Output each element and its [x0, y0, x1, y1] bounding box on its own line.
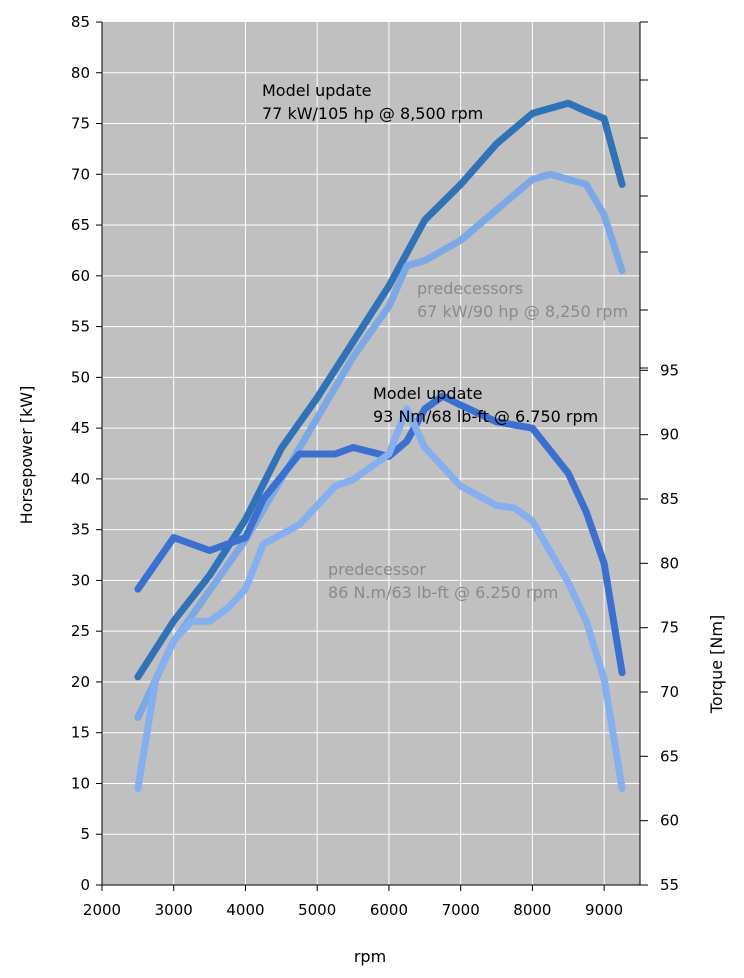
x-tick-label: 7000: [442, 901, 480, 919]
annotation-title: Model update: [373, 384, 483, 403]
y-tick-label: 25: [71, 622, 90, 640]
y2-tick-label: 60: [660, 812, 679, 830]
y2-tick-label: 65: [660, 747, 679, 765]
y-tick-label: 60: [71, 267, 90, 285]
series-line-1: [134, 170, 626, 721]
x-tick-label: 9000: [585, 901, 623, 919]
y-tick-label: 80: [71, 64, 90, 82]
y2-tick-label: 80: [660, 554, 679, 572]
y-tick-label: 65: [71, 216, 90, 234]
annotation-title: predecessors: [417, 279, 523, 298]
annotations: Model update 77 kW/105 hp @ 8,500 rpm pred…: [262, 81, 628, 602]
x-axis-title: rpm: [354, 947, 386, 966]
y-tick-label: 85: [71, 13, 90, 31]
series-line-0: [134, 99, 626, 681]
y-tick-label: 30: [71, 571, 90, 589]
y2-tick-label: 75: [660, 619, 679, 637]
y2-tick-label: 90: [660, 426, 679, 444]
annotation-value: 93 Nm/68 lb-ft @ 6.750 rpm: [373, 407, 598, 426]
y2-tick-label: 85: [660, 490, 679, 508]
y-tick-label: 75: [71, 115, 90, 133]
y-tick-label: 40: [71, 470, 90, 488]
x-tick-label: 5000: [298, 901, 336, 919]
y-tick-label: 15: [71, 724, 90, 742]
x-tick-label: 8000: [513, 901, 551, 919]
annotation-title: Model update: [262, 81, 372, 100]
series-line-2: [134, 392, 626, 677]
y-axis-title: Horsepower [kW]: [17, 386, 36, 525]
y-tick-label: 20: [71, 673, 90, 691]
series-line-3: [134, 405, 626, 792]
annotation-title: predecessor: [328, 560, 426, 579]
axes: 0 5 10 15 20 25 30 35 40 45 50 55 60 65 70 75 80 85 2000 30…: [71, 13, 679, 919]
y-tick-label: 55: [71, 318, 90, 336]
y-tick-label: 5: [80, 825, 90, 843]
y-tick-label: 0: [80, 876, 90, 894]
y-tick-label: 10: [71, 774, 90, 792]
y-tick-label: 70: [71, 165, 90, 183]
annotation-value: 86 N.m/63 lb-ft @ 6.250 rpm: [328, 583, 558, 602]
annotation-value: 67 kW/90 hp @ 8,250 rpm: [417, 302, 628, 321]
y-tick-label: 50: [71, 368, 90, 386]
x-tick-label: 3000: [155, 901, 193, 919]
y-tick-label: 35: [71, 521, 90, 539]
x-tick-label: 2000: [83, 901, 121, 919]
annotation-value: 77 kW/105 hp @ 8,500 rpm: [262, 104, 483, 123]
y2-tick-label: 70: [660, 683, 679, 701]
x-tick-label: 6000: [370, 901, 408, 919]
y2-axis-title: Torque [Nm]: [707, 615, 726, 714]
grid: [102, 22, 640, 885]
series-lines: [134, 99, 626, 792]
y2-tick-label: 55: [660, 876, 679, 894]
x-tick-label: 4000: [226, 901, 264, 919]
y-tick-label: 45: [71, 419, 90, 437]
y2-tick-label: 95: [660, 361, 679, 379]
